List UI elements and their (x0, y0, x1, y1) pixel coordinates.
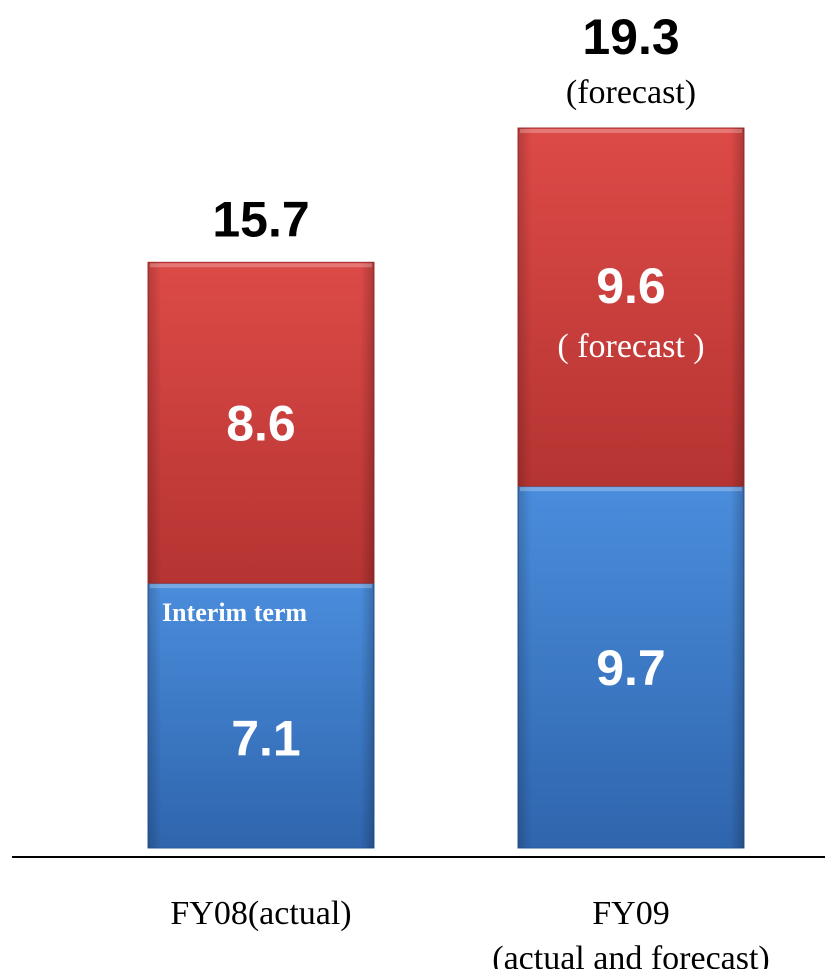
segment-forecast-note-1: ( forecast ) (557, 328, 704, 365)
bar-shading-1-0 (148, 262, 374, 584)
bar-highlight-0-0 (150, 584, 372, 589)
bar-shading-0-0 (148, 583, 374, 848)
bar-highlight-1-0 (150, 263, 372, 268)
bar-highlight-0-1 (520, 487, 742, 492)
bar-shading-0-1 (518, 486, 744, 848)
value-label-0-0: 7.1 (231, 711, 301, 767)
labels-layer: Interim term 7.1 8.6 15.7 9.7 9.6 ( forecast )… (162, 9, 705, 767)
category-label-1-line-0: FY09 (592, 895, 669, 932)
total-note-1: (forecast) (566, 74, 696, 111)
segment-note-0: Interim term (162, 598, 307, 627)
category-labels: FY08(actual) FY09 (actual and forecast) (170, 895, 769, 969)
bar-highlight-1-1 (520, 129, 742, 133)
total-label-1: 19.3 (582, 9, 679, 65)
category-label-0-line-0: FY08(actual) (170, 895, 351, 932)
category-label-1-line-1: (actual and forecast) (492, 940, 770, 969)
bars-layer (147, 127, 745, 849)
value-label-1-0: 8.6 (226, 396, 296, 452)
bar-shading-1-1 (518, 128, 744, 487)
value-label-0-1: 9.7 (596, 640, 666, 696)
value-label-1-1: 9.6 (596, 258, 666, 314)
total-label-0: 15.7 (212, 191, 309, 247)
